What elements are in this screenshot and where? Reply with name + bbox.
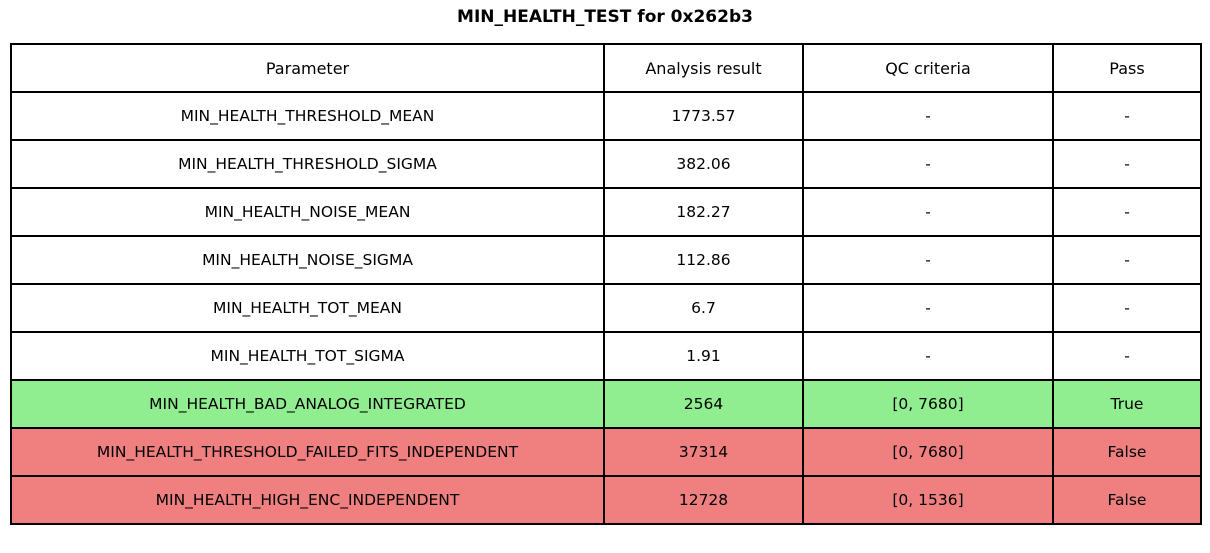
cell-parameter: MIN_HEALTH_HIGH_ENC_INDEPENDENT	[10, 475, 605, 525]
cell-analysis-result: 1.91	[603, 331, 804, 381]
cell-pass: True	[1052, 379, 1202, 429]
cell-parameter: MIN_HEALTH_NOISE_MEAN	[10, 187, 605, 237]
column-header: Parameter	[10, 43, 605, 93]
column-header: Pass	[1052, 43, 1202, 93]
cell-pass: -	[1052, 235, 1202, 285]
table-row: MIN_HEALTH_TOT_MEAN 6.7- -	[10, 283, 1202, 333]
cell-qc-criteria: [0, 7680]	[802, 427, 1054, 477]
cell-qc-criteria: [0, 7680]	[802, 379, 1054, 429]
table-row: MIN_HEALTH_THRESHOLD_FAILED_FITS_INDEPEN…	[10, 427, 1202, 477]
table-row: MIN_HEALTH_HIGH_ENC_INDEPENDENT 12728 [0, …	[10, 475, 1202, 525]
cell-pass: -	[1052, 283, 1202, 333]
qc-results-table: Parameter Analysis result QC criteria Pass …	[10, 43, 1202, 525]
cell-analysis-result: 6.7	[603, 283, 804, 333]
table-row: MIN_HEALTH_THRESHOLD_MEAN 1773.57- -	[10, 91, 1202, 141]
cell-parameter: MIN_HEALTH_THRESHOLD_MEAN	[10, 91, 605, 141]
column-header: Analysis result	[603, 43, 804, 93]
cell-parameter: MIN_HEALTH_TOT_SIGMA	[10, 331, 605, 381]
cell-analysis-result: 382.06	[603, 139, 804, 189]
cell-qc-criteria: -	[802, 331, 1054, 381]
cell-qc-criteria: -	[802, 187, 1054, 237]
cell-parameter: MIN_HEALTH_NOISE_SIGMA	[10, 235, 605, 285]
cell-pass: -	[1052, 139, 1202, 189]
cell-qc-criteria: -	[802, 91, 1054, 141]
table-row: MIN_HEALTH_TOT_SIGMA 1.91- -	[10, 331, 1202, 381]
table-row: MIN_HEALTH_BAD_ANALOG_INTEGRATED 2564 [0, …	[10, 379, 1202, 429]
cell-pass: -	[1052, 187, 1202, 237]
cell-analysis-result: 1773.57	[603, 91, 804, 141]
cell-pass: -	[1052, 331, 1202, 381]
cell-parameter: MIN_HEALTH_TOT_MEAN	[10, 283, 605, 333]
table-row: MIN_HEALTH_THRESHOLD_SIGMA 382.06- -	[10, 139, 1202, 189]
cell-pass: False	[1052, 475, 1202, 525]
cell-qc-criteria: -	[802, 283, 1054, 333]
cell-parameter: MIN_HEALTH_THRESHOLD_FAILED_FITS_INDEPEN…	[10, 427, 605, 477]
table-row: MIN_HEALTH_NOISE_SIGMA 112.86- -	[10, 235, 1202, 285]
cell-pass: -	[1052, 91, 1202, 141]
cell-analysis-result: 12728	[603, 475, 804, 525]
cell-parameter: MIN_HEALTH_THRESHOLD_SIGMA	[10, 139, 605, 189]
cell-parameter: MIN_HEALTH_BAD_ANALOG_INTEGRATED	[10, 379, 605, 429]
cell-analysis-result: 2564	[603, 379, 804, 429]
cell-analysis-result: 37314	[603, 427, 804, 477]
column-header: QC criteria	[802, 43, 1054, 93]
cell-qc-criteria: -	[802, 139, 1054, 189]
cell-qc-criteria: -	[802, 235, 1054, 285]
cell-qc-criteria: [0, 1536]	[802, 475, 1054, 525]
cell-analysis-result: 112.86	[603, 235, 804, 285]
page-title: MIN_HEALTH_TEST for 0x262b3	[457, 7, 753, 27]
table-header-row: Parameter Analysis result QC criteria Pass	[10, 43, 1202, 93]
cell-pass: False	[1052, 427, 1202, 477]
cell-analysis-result: 182.27	[603, 187, 804, 237]
table-row: MIN_HEALTH_NOISE_MEAN 182.27- -	[10, 187, 1202, 237]
